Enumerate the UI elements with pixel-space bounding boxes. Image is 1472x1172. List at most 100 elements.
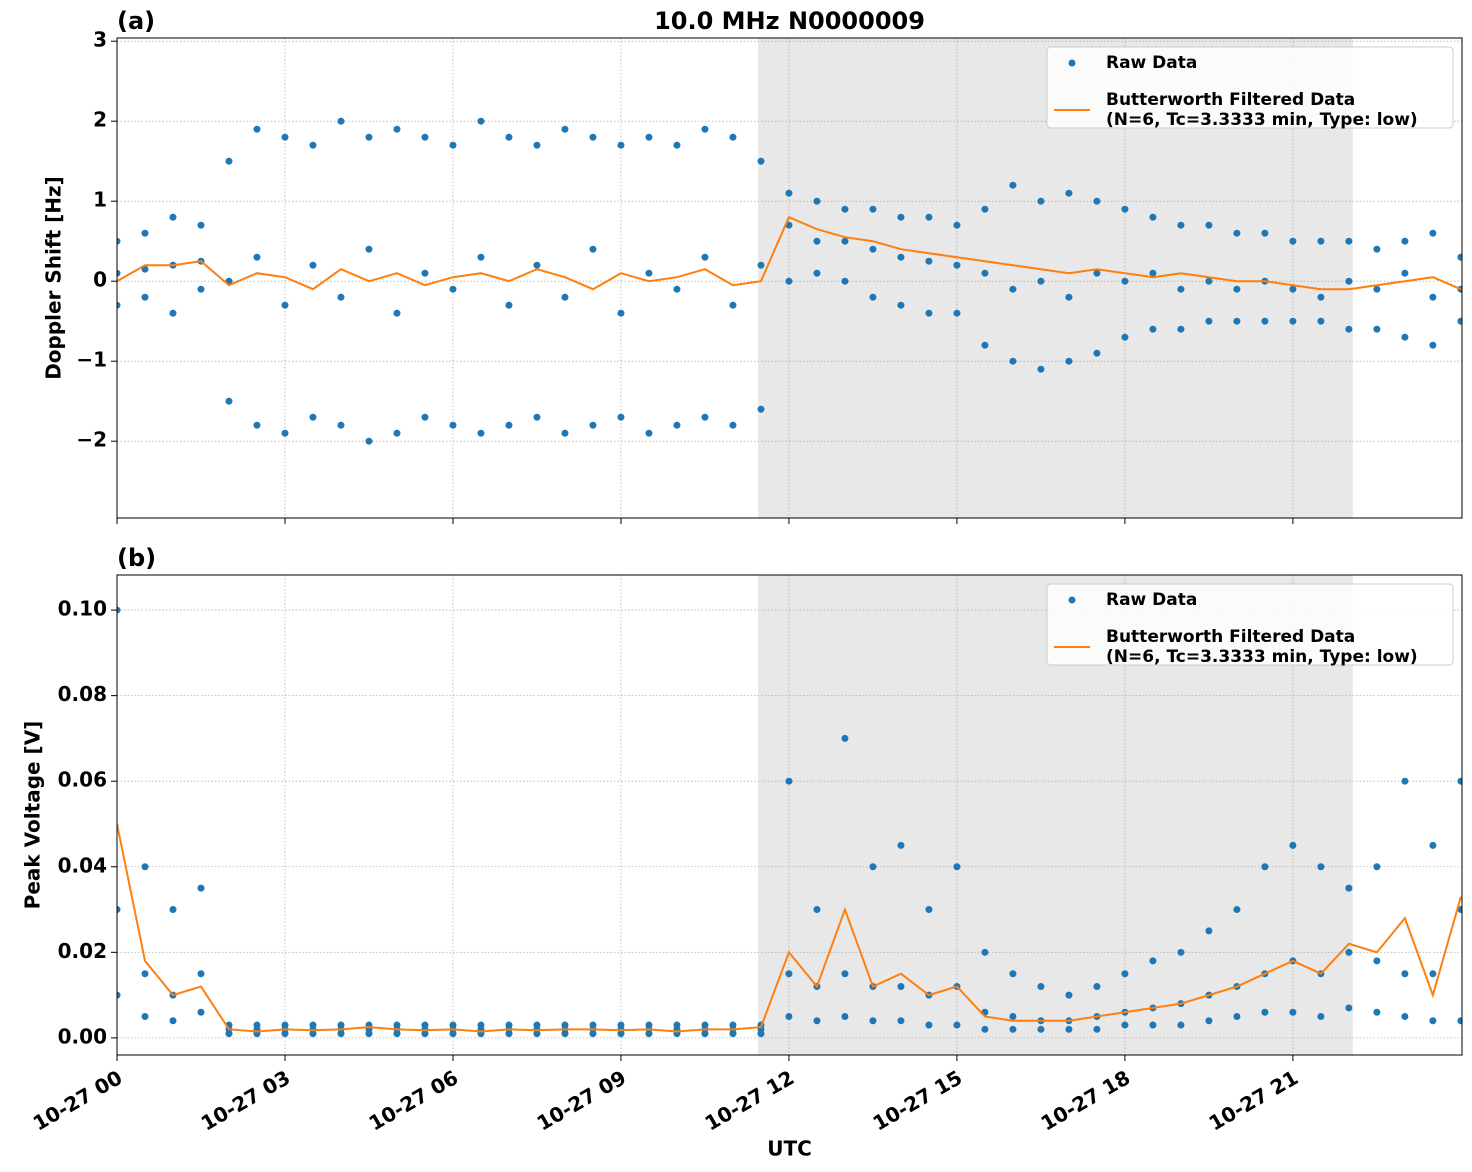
raw-point	[169, 906, 177, 914]
raw-point	[421, 269, 429, 277]
raw-point	[1093, 269, 1101, 277]
raw-point	[169, 309, 177, 317]
raw-point	[1429, 970, 1437, 978]
raw-point	[645, 1030, 653, 1038]
y-tick-label: 3	[93, 28, 107, 52]
raw-point	[1401, 777, 1409, 785]
raw-point	[117, 606, 121, 614]
y-axis-label: Doppler Shift [Hz]	[42, 176, 66, 380]
raw-point	[1233, 317, 1241, 325]
raw-point	[617, 309, 625, 317]
raw-point	[869, 293, 877, 301]
raw-point	[365, 245, 373, 253]
raw-point	[1289, 1008, 1297, 1016]
filtered-line	[117, 823, 1462, 1033]
raw-point	[981, 341, 989, 349]
raw-point	[1065, 991, 1073, 999]
raw-point	[533, 413, 541, 421]
raw-point	[1373, 1008, 1381, 1016]
raw-point	[1373, 245, 1381, 253]
raw-point	[1037, 983, 1045, 991]
raw-point	[1121, 205, 1129, 213]
raw-point	[281, 1030, 289, 1038]
raw-point	[1233, 906, 1241, 914]
raw-point	[309, 141, 317, 149]
raw-point	[533, 141, 541, 149]
raw-point	[561, 1030, 569, 1038]
raw-point	[1345, 277, 1353, 285]
raw-point	[1009, 285, 1017, 293]
raw-point	[1009, 970, 1017, 978]
raw-point	[393, 309, 401, 317]
legend-line: Butterworth Filtered Data	[1106, 627, 1355, 647]
raw-point	[141, 863, 149, 871]
raw-point	[253, 125, 261, 133]
raw-point	[309, 261, 317, 269]
legend-box	[1046, 583, 1454, 666]
raw-point	[225, 1030, 233, 1038]
raw-point	[673, 141, 681, 149]
raw-point	[981, 269, 989, 277]
raw-point	[505, 421, 513, 429]
raw-point	[393, 1030, 401, 1038]
raw-point	[1345, 884, 1353, 892]
raw-point	[1205, 277, 1213, 285]
raw-point	[1401, 237, 1409, 245]
raw-point	[477, 429, 485, 437]
raw-point	[197, 970, 205, 978]
raw-point	[729, 421, 737, 429]
raw-point	[953, 261, 961, 269]
raw-point	[1261, 317, 1269, 325]
raw-point	[925, 906, 933, 914]
raw-point	[981, 1025, 989, 1033]
raw-point	[617, 141, 625, 149]
raw-point	[1177, 221, 1185, 229]
raw-point	[1037, 1025, 1045, 1033]
raw-point	[449, 1030, 457, 1038]
raw-point	[561, 293, 569, 301]
raw-point	[449, 421, 457, 429]
raw-point	[253, 421, 261, 429]
raw-point	[1149, 269, 1157, 277]
raw-point	[1345, 325, 1353, 333]
raw-point	[841, 277, 849, 285]
panel-label: (a)	[117, 7, 155, 35]
y-tick-label: 0.04	[58, 853, 107, 877]
raw-point	[197, 285, 205, 293]
raw-point	[841, 1012, 849, 1020]
raw-point	[169, 213, 177, 221]
raw-point	[225, 157, 233, 165]
raw-point	[561, 429, 569, 437]
y-tick-label: 1	[93, 188, 107, 212]
raw-point	[1261, 863, 1269, 871]
x-axis-label: UTC	[767, 1137, 812, 1161]
raw-point	[337, 117, 345, 125]
raw-point	[141, 293, 149, 301]
raw-point	[1317, 293, 1325, 301]
raw-point	[117, 269, 121, 277]
raw-point	[925, 213, 933, 221]
raw-point	[1093, 349, 1101, 357]
raw-point	[617, 413, 625, 421]
raw-point	[1009, 1025, 1017, 1033]
x-tick-label: 10-27 18	[1037, 1065, 1135, 1135]
raw-point	[1401, 269, 1409, 277]
x-tick-label: 10-27 03	[197, 1065, 295, 1135]
raw-point	[645, 429, 653, 437]
raw-point	[897, 983, 905, 991]
y-tick-label: 0.00	[58, 1024, 107, 1048]
legend-line: (N=6, Tc=3.3333 min, Type: low)	[1106, 647, 1418, 667]
raw-point	[897, 1017, 905, 1025]
x-tick-label: 10-27 06	[365, 1065, 463, 1135]
raw-point	[729, 133, 737, 141]
raw-point	[281, 133, 289, 141]
raw-point	[1065, 357, 1073, 365]
raw-point	[953, 863, 961, 871]
raw-point	[533, 261, 541, 269]
raw-point	[925, 257, 933, 265]
raw-point	[813, 237, 821, 245]
series-group	[117, 117, 1462, 445]
raw-point	[1149, 957, 1157, 965]
raw-point	[1345, 1004, 1353, 1012]
raw-point	[1037, 365, 1045, 373]
